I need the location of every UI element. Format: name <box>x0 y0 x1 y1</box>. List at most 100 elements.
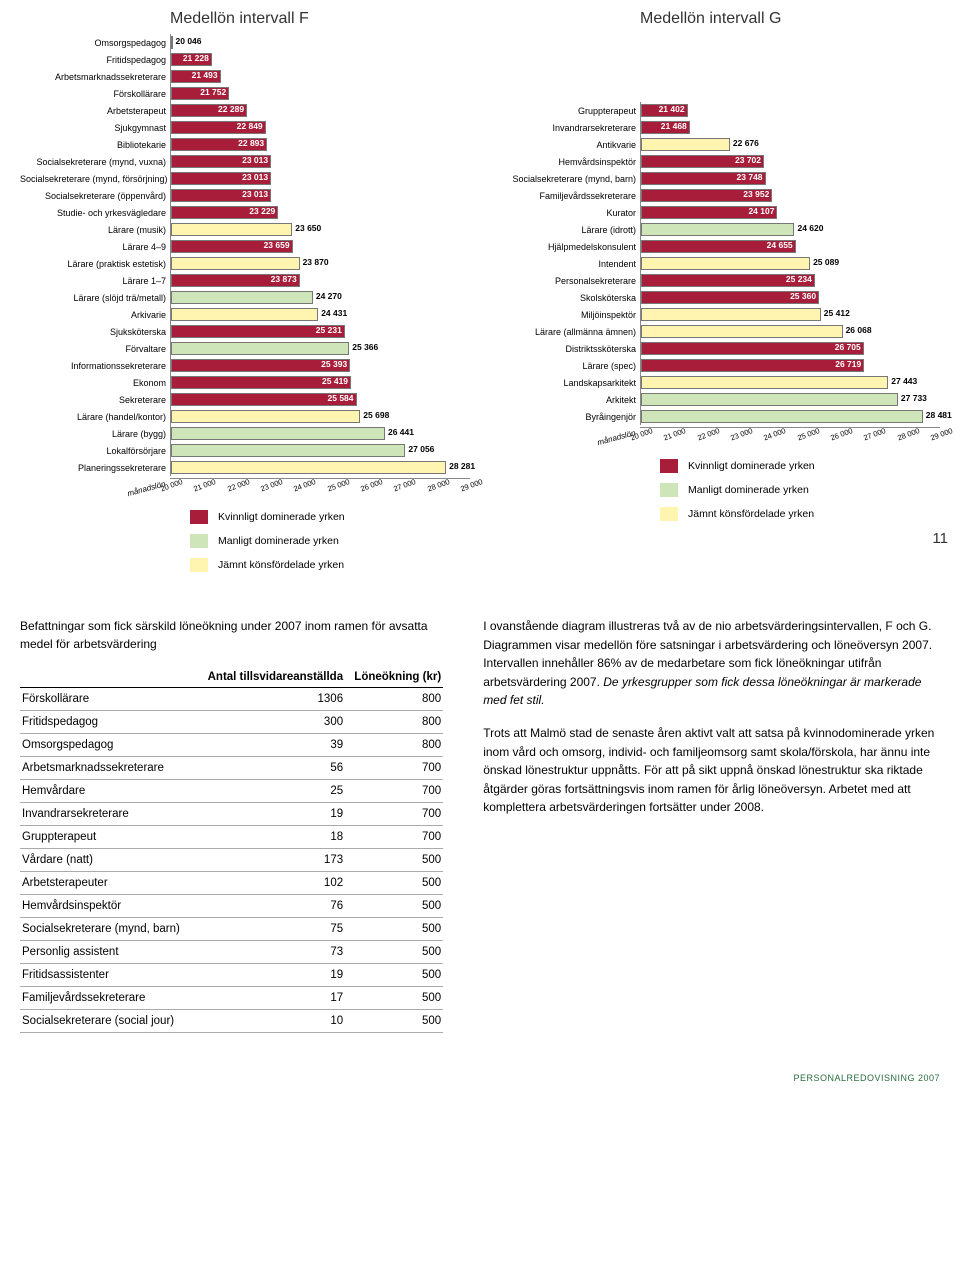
bar-row: Lärare 1–723 873 <box>20 272 470 289</box>
bar <box>641 359 864 372</box>
bar-label: Socialsekreterare (mynd, vuxna) <box>20 157 170 167</box>
bar-row: Ekonom25 419 <box>20 374 470 391</box>
legend-label: Manligt dominerade yrken <box>218 535 339 547</box>
bar-value: 26 068 <box>846 325 872 335</box>
bar-value: 25 393 <box>321 359 347 369</box>
bar-label: Familjevårdssekreterare <box>490 191 640 201</box>
axis-tick: 23 000 <box>729 426 754 442</box>
bar <box>171 308 318 321</box>
bar-value: 27 733 <box>901 393 927 403</box>
bar-row: Antikvarie22 676 <box>490 136 940 153</box>
axis-tick: 27 000 <box>863 426 888 442</box>
bar-row: Lärare (handel/kontor)25 698 <box>20 408 470 425</box>
table-cell: 500 <box>345 918 443 941</box>
bar-row: Lärare (allmänna ämnen) 26 068 <box>490 323 940 340</box>
table-cell: 18 <box>195 826 345 849</box>
bar-label: Invandrarsekreterare <box>490 123 640 133</box>
axis-tick: 23 000 <box>259 477 284 493</box>
table-cell: 76 <box>195 895 345 918</box>
bar-value: 22 849 <box>237 121 263 131</box>
table-cell: Socialsekreterare (mynd, barn) <box>20 918 195 941</box>
bar-value: 25 419 <box>322 376 348 386</box>
table-cell: Hemvårdare <box>20 780 195 803</box>
table-cell: 500 <box>345 895 443 918</box>
bar-label: Sekreterare <box>20 395 170 405</box>
bar-label: Lärare (allmänna ämnen) <box>490 327 640 337</box>
bar-value: 23 229 <box>249 206 275 216</box>
bar-row: Arbetsmarknadssekreterare 21 493 <box>20 68 470 85</box>
bar-value: 23 870 <box>303 257 329 267</box>
bar <box>641 410 923 423</box>
bar <box>641 223 794 236</box>
table-cell: Förskollärare <box>20 688 195 711</box>
axis-tick: 22 000 <box>696 426 721 442</box>
bar <box>171 342 349 355</box>
legend-label: Jämnt könsfördelade yrken <box>218 559 344 571</box>
bar-row: Sjuksköterska25 231 <box>20 323 470 340</box>
bar-row: Hjälpmedelskonsulent24 655 <box>490 238 940 255</box>
legend-item: Manligt dominerade yrken <box>190 534 470 548</box>
bar-row: Förskollärare21 752 <box>20 85 470 102</box>
table-cell: 700 <box>345 826 443 849</box>
bar-label: Lärare 1–7 <box>20 276 170 286</box>
table-row: Hemvårdsinspektör76500 <box>20 895 443 918</box>
bar-label: Socialsekreterare (mynd, försörjning) <box>20 174 170 184</box>
bar-label: Lärare (idrott) <box>490 225 640 235</box>
bar-row: Lärare (bygg)26 441 <box>20 425 470 442</box>
bar-value: 23 013 <box>242 189 268 199</box>
bar <box>171 291 313 304</box>
table-cell: 19 <box>195 803 345 826</box>
bar-label: Hjälpmedelskonsulent <box>490 242 640 252</box>
axis-tick: 26 000 <box>359 477 384 493</box>
axis-tick: 22 000 <box>226 477 251 493</box>
bar-label: Arkitekt <box>490 395 640 405</box>
bar-label: Personalsekreterare <box>490 276 640 286</box>
bar <box>641 325 843 338</box>
bar-value: 20 046 <box>176 36 202 46</box>
bar-label: Distriktssköterska <box>490 344 640 354</box>
charts-row: Medellön intervall F Omsorgspedagog20 04… <box>20 10 940 582</box>
table-cell: 173 <box>195 849 345 872</box>
bar-value: 28 481 <box>926 410 952 420</box>
bar-value: 23 013 <box>242 172 268 182</box>
table-cell: 800 <box>345 711 443 734</box>
table-cell: 700 <box>345 757 443 780</box>
table-cell: Arbetsmarknadssekreterare <box>20 757 195 780</box>
bar-row: Lärare (musik) 23 650 <box>20 221 470 238</box>
axis-tick: 21 000 <box>663 426 688 442</box>
bar-value: 25 412 <box>824 308 850 318</box>
bar-row: Sekreterare25 584 <box>20 391 470 408</box>
bar <box>171 36 173 49</box>
bar-value: 21 468 <box>661 121 687 131</box>
bar-label: Kurator <box>490 208 640 218</box>
legend-swatch <box>660 459 678 473</box>
bar-label: Hemvårdsinspektör <box>490 157 640 167</box>
bar-row: Invandrarsekreterare 21 468 <box>490 119 940 136</box>
table-cell: Omsorgspedagog <box>20 734 195 757</box>
bar-value: 21 493 <box>192 70 218 80</box>
table-cell: 19 <box>195 964 345 987</box>
axis-tick: 28 000 <box>426 477 451 493</box>
legend-swatch <box>660 483 678 497</box>
page-number: 11 <box>932 530 948 547</box>
bar-row: Lärare 4–923 659 <box>20 238 470 255</box>
bar-label: Lärare (musik) <box>20 225 170 235</box>
legend-item: Manligt dominerade yrken <box>660 483 940 497</box>
bar-label: Lärare (slöjd trä/metall) <box>20 293 170 303</box>
legend-swatch <box>190 534 208 548</box>
table-row: Invandrarsekreterare19700 <box>20 803 443 826</box>
bar-row: Arkitekt 27 733 <box>490 391 940 408</box>
legend-swatch <box>190 510 208 524</box>
bar-value: 23 952 <box>743 189 769 199</box>
table-cell: Fritidsassistenter <box>20 964 195 987</box>
axis-tick: 24 000 <box>293 477 318 493</box>
table-cell: Socialsekreterare (social jour) <box>20 1010 195 1033</box>
bar-row: Informationssekreterare25 393 <box>20 357 470 374</box>
bar <box>171 444 405 457</box>
bar <box>171 410 360 423</box>
bar-value: 23 650 <box>295 223 321 233</box>
bar-row: Arkivarie24 431 <box>20 306 470 323</box>
bar-value: 25 234 <box>786 274 812 284</box>
bar-label: Arbetsmarknadssekreterare <box>20 72 170 82</box>
bar-label: Intendent <box>490 259 640 269</box>
